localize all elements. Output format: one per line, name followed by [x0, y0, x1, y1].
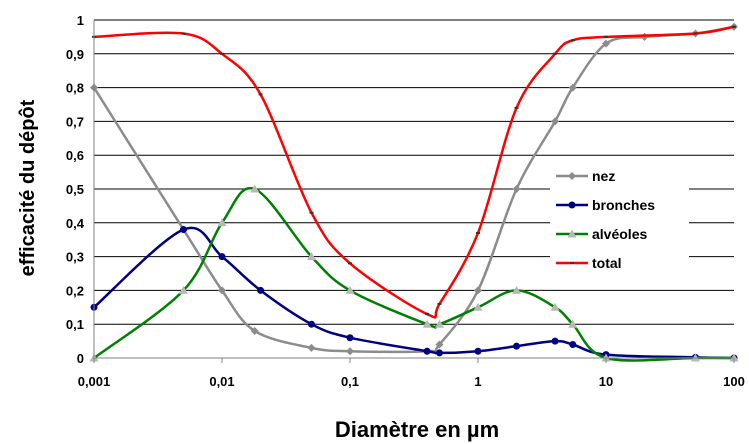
y-tick-label: 1: [77, 13, 84, 28]
data-point: [568, 319, 578, 328]
data-point: [474, 347, 482, 355]
data-point: [474, 286, 482, 295]
data-point: [512, 185, 521, 193]
data-point: [218, 253, 226, 261]
data-point: [434, 319, 444, 328]
data-point: [423, 347, 431, 355]
y-tick-label: 0: [77, 351, 84, 366]
data-point: [250, 326, 259, 335]
x-tick-label: 0,1: [341, 374, 359, 389]
legend-label: nez: [592, 168, 615, 184]
y-tick-label: 0,8: [66, 81, 84, 96]
y-tick-label: 0,2: [66, 283, 84, 298]
data-point: [569, 340, 577, 348]
data-point: [476, 231, 480, 234]
data-point: [181, 32, 186, 35]
data-point: [551, 337, 559, 345]
data-point: [435, 340, 444, 349]
y-tick-label: 0,3: [66, 250, 84, 265]
data-point: [346, 347, 354, 356]
data-point: [693, 32, 698, 35]
data-point: [250, 184, 260, 193]
legend-marker: [568, 172, 576, 180]
data-point: [604, 35, 608, 38]
data-point: [550, 302, 560, 311]
data-point: [512, 285, 522, 294]
x-tick-label: 0,001: [78, 374, 111, 389]
data-point: [346, 334, 354, 342]
data-point: [422, 319, 432, 328]
data-point: [602, 39, 610, 48]
data-point: [551, 117, 560, 126]
legend-entry: bronches: [556, 197, 655, 213]
data-point: [218, 286, 226, 295]
legend: nez bronches alvéoles total: [550, 157, 689, 275]
legend-marker: [570, 262, 574, 264]
data-point: [437, 302, 442, 305]
data-point: [568, 83, 577, 92]
y-tick-label: 0,5: [66, 182, 84, 197]
data-point: [435, 349, 443, 357]
data-point: [513, 342, 521, 350]
series-4: [92, 25, 736, 319]
legend-entry: nez: [556, 168, 615, 184]
legend-entry: total: [556, 255, 622, 271]
x-tick-label: 0,01: [209, 374, 234, 389]
data-point: [553, 52, 558, 55]
y-tick-label: 0,6: [66, 148, 84, 163]
data-point: [309, 211, 314, 214]
x-tick-label: 1: [474, 374, 481, 389]
axes: [93, 20, 735, 363]
legend-marker: [568, 201, 576, 209]
data-point: [307, 343, 316, 352]
x-tick-label: 100: [723, 374, 745, 389]
data-point: [257, 286, 265, 294]
data-point: [258, 93, 263, 96]
y-axis-title: efficacité du dépôt: [17, 99, 39, 276]
data-point: [217, 218, 227, 227]
data-point: [348, 262, 352, 265]
data-point: [425, 313, 430, 316]
data-point: [220, 52, 224, 55]
data-point: [473, 302, 483, 311]
y-tick-label: 0,7: [66, 114, 84, 129]
legend-entry: alvéoles: [556, 226, 647, 242]
data-point: [514, 106, 519, 109]
legend-label: bronches: [592, 197, 655, 213]
legend-label: alvéoles: [592, 226, 647, 242]
legend-marker: [567, 229, 577, 238]
legend-label: total: [592, 255, 622, 271]
x-tick-label: 10: [599, 374, 613, 389]
y-tick-label: 0,4: [66, 216, 85, 231]
data-point: [732, 25, 736, 28]
data-point: [306, 252, 316, 261]
y-tick-label: 0,9: [66, 47, 84, 62]
x-axis-title: Diamètre en µm: [335, 417, 499, 442]
tick-labels: 0 0,1 0,2 0,3 0,4 0,5 0,6 0,7 0,8 0,9 1 0,001 0,01 0,…: [66, 13, 745, 389]
data-point: [179, 226, 187, 234]
data-point: [345, 285, 355, 294]
data-point: [178, 285, 188, 294]
y-tick-label: 0,1: [66, 317, 84, 332]
data-point: [570, 39, 575, 42]
series-lines: [89, 22, 739, 362]
data-point: [307, 320, 315, 328]
